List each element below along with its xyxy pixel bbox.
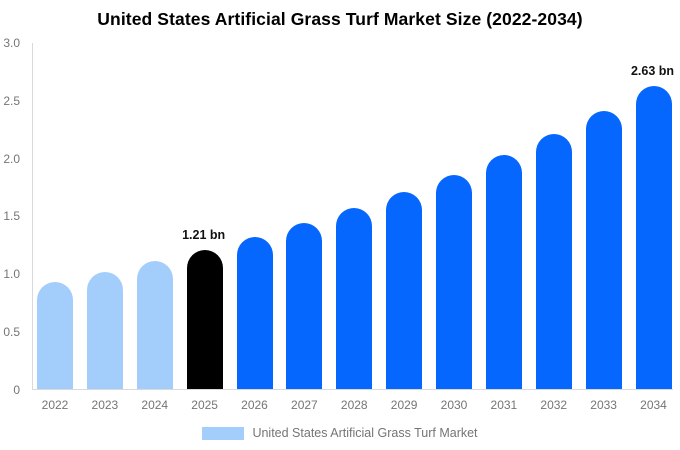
bar-2031 xyxy=(485,155,522,390)
x-tick-label-2034: 2034 xyxy=(640,398,667,412)
y-tick-label-2.0: 2.0 xyxy=(3,151,20,166)
bar-2029 xyxy=(386,191,423,390)
bar-2023 xyxy=(86,271,123,390)
value-label-2034: 2.63 bn xyxy=(630,63,675,78)
x-tick-label-2031: 2031 xyxy=(490,398,518,412)
x-tick-label-2026: 2026 xyxy=(241,398,268,412)
x-tick-label-2033: 2033 xyxy=(590,398,617,412)
y-tick-label-1.5: 1.5 xyxy=(3,209,20,224)
bar-2028 xyxy=(336,208,373,390)
y-tick-label-3.0: 3.0 xyxy=(3,36,20,50)
x-axis-line xyxy=(32,389,673,390)
y-tick-label-2.5: 2.5 xyxy=(3,93,20,108)
bar-2024 xyxy=(136,261,173,390)
bar-2034 xyxy=(635,85,672,390)
y-tick-label-0.5: 0.5 xyxy=(3,324,20,339)
x-tick-label-2029: 2029 xyxy=(390,398,418,412)
value-label-2025: 1.21 bn xyxy=(182,227,226,242)
legend-swatch xyxy=(202,426,245,440)
bar-2022 xyxy=(37,282,73,390)
x-tick-label-2022: 2022 xyxy=(41,398,69,412)
x-tick-label-2028: 2028 xyxy=(340,398,368,412)
x-tick-label-2023: 2023 xyxy=(91,398,119,412)
x-tick-label-2025: 2025 xyxy=(191,398,218,412)
y-axis-line xyxy=(32,43,33,390)
bar-2030 xyxy=(436,174,472,390)
x-tick-label-2030: 2030 xyxy=(440,398,468,412)
bar-2025 xyxy=(186,249,223,390)
y-tick-label-0: 0 xyxy=(13,382,20,397)
legend: United States Artificial Grass Turf Mark… xyxy=(0,426,680,440)
bar-2032 xyxy=(535,134,572,390)
x-tick-label-2027: 2027 xyxy=(291,398,318,412)
bar-2033 xyxy=(585,111,622,390)
bar-2026 xyxy=(236,237,273,390)
legend-label: United States Artificial Grass Turf Mark… xyxy=(252,426,478,440)
x-tick-label-2032: 2032 xyxy=(540,398,568,412)
bar-2027 xyxy=(286,223,323,390)
x-tick-label-2024: 2024 xyxy=(141,398,169,412)
y-tick-label-1.0: 1.0 xyxy=(3,267,20,281)
chart-title: United States Artificial Grass Turf Mark… xyxy=(97,9,583,29)
